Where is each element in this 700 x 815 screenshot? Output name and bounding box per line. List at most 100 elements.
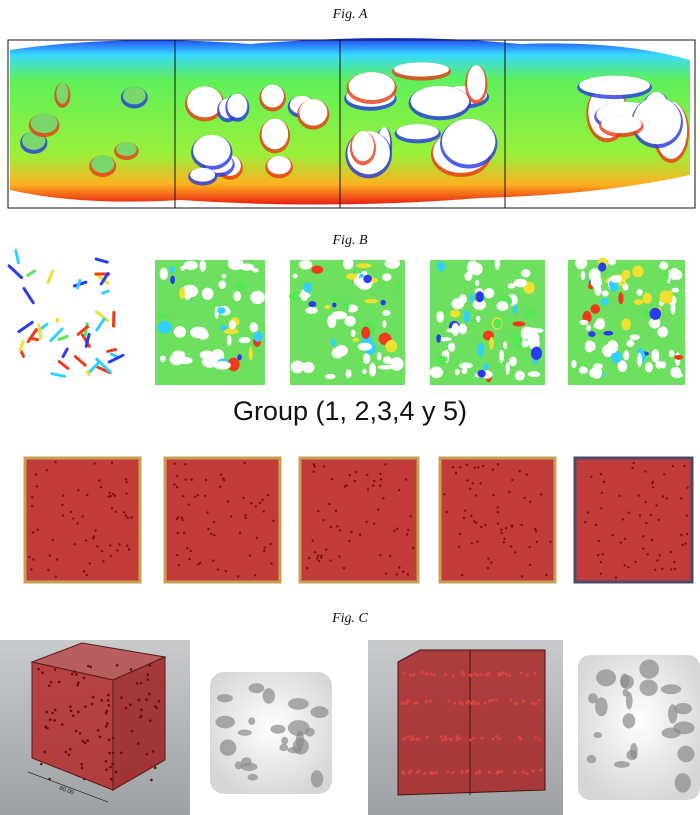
pore — [526, 328, 539, 332]
seed-point — [672, 465, 674, 467]
seed-point — [373, 480, 375, 482]
bone-pore — [263, 688, 275, 704]
seed-point — [472, 700, 475, 703]
seed-point — [511, 525, 513, 527]
scaffold-tile — [18, 260, 125, 385]
seed-point — [74, 543, 76, 545]
seed-point — [71, 673, 74, 676]
seed-point — [222, 477, 224, 479]
seed-point — [615, 576, 617, 578]
pore — [489, 337, 494, 350]
seed-point — [680, 497, 682, 499]
seed-point — [79, 732, 82, 735]
bone-pore — [622, 689, 628, 697]
seed-point — [372, 484, 374, 486]
pore — [621, 319, 631, 331]
seed-point — [317, 510, 319, 512]
pore — [459, 324, 467, 335]
seed-point — [32, 558, 34, 560]
seed-point — [500, 672, 503, 675]
seed-point — [128, 548, 130, 550]
seed-point — [508, 491, 510, 493]
pore — [483, 363, 488, 370]
red-panel — [440, 458, 555, 582]
pore — [525, 310, 536, 319]
seed-point — [464, 509, 466, 511]
seed-point — [521, 575, 523, 577]
bone-pore — [215, 716, 234, 729]
seed-point — [533, 672, 536, 675]
seed-point — [413, 702, 416, 705]
seed-point — [410, 738, 413, 741]
seed-point — [410, 770, 413, 773]
seed-point — [384, 463, 386, 465]
seed-point — [602, 553, 604, 555]
seed-point — [601, 492, 603, 494]
seed-point — [58, 681, 61, 684]
pore — [190, 168, 215, 182]
pore — [249, 347, 253, 361]
seed-point — [92, 537, 94, 539]
pore — [91, 155, 114, 173]
seed-point — [110, 555, 112, 557]
bone-pore — [279, 744, 288, 751]
seed-point — [538, 699, 541, 702]
seed-point — [105, 725, 108, 728]
seed-point — [272, 520, 274, 522]
seed-point — [534, 736, 537, 739]
seed-point — [109, 544, 111, 546]
seed-point — [659, 554, 661, 556]
seed-point — [525, 772, 528, 775]
bone-pore — [217, 694, 233, 702]
seed-point — [463, 517, 465, 519]
pore — [311, 266, 323, 274]
seed-point — [269, 543, 271, 545]
red-panel — [25, 458, 140, 582]
pore — [601, 298, 609, 305]
seed-point — [118, 543, 120, 545]
bone-pore — [281, 737, 288, 745]
seed-point — [681, 544, 683, 546]
seed-point — [642, 535, 644, 537]
seed-point — [651, 539, 653, 541]
seed-point — [510, 545, 512, 547]
seed-point — [199, 562, 201, 564]
pore — [250, 322, 258, 332]
seed-point — [262, 510, 264, 512]
seed-point — [634, 561, 636, 563]
pore — [656, 361, 663, 369]
seed-point — [460, 671, 463, 674]
pore — [193, 135, 230, 166]
seed-point — [508, 674, 511, 677]
pore — [634, 299, 643, 305]
seed-point — [77, 489, 79, 491]
seed-point — [136, 682, 139, 685]
seed-point — [137, 742, 140, 745]
seed-point — [473, 520, 475, 522]
seed-point — [467, 769, 470, 772]
fig-a-image — [8, 38, 695, 208]
seed-point — [270, 562, 272, 564]
seed-point — [125, 481, 127, 483]
seed-point — [650, 514, 652, 516]
seed-point — [37, 668, 40, 671]
pore — [513, 335, 523, 348]
seed-point — [379, 554, 381, 556]
seed-point — [106, 710, 109, 713]
seed-point — [70, 710, 73, 713]
seed-point — [68, 753, 71, 756]
seed-point — [130, 668, 133, 671]
seed-point — [465, 701, 468, 704]
seed-point — [545, 574, 547, 576]
seed-point — [670, 551, 672, 553]
seed-point — [402, 571, 404, 573]
seed-point — [480, 526, 482, 528]
seed-point — [61, 723, 64, 726]
seed-point — [498, 672, 501, 675]
pore — [220, 325, 226, 331]
pore — [56, 83, 68, 104]
seed-point — [197, 563, 199, 565]
seed-point — [336, 525, 338, 527]
pore — [393, 359, 398, 366]
pore — [172, 350, 186, 360]
